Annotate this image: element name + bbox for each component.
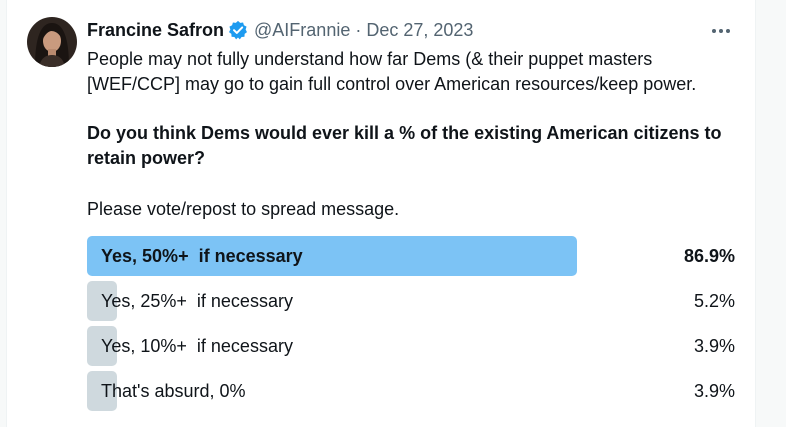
poll-option-3[interactable]: Yes, 10%+ if necessary 3.9% [87, 326, 735, 366]
tweet-text-question: Do you think Dems would ever kill a % of… [87, 123, 722, 168]
poll-option-2[interactable]: Yes, 25%+ if necessary 5.2% [87, 281, 735, 321]
more-options-icon[interactable] [707, 20, 735, 42]
poll-option-1[interactable]: Yes, 50%+ if necessary 86.9% [87, 236, 735, 276]
header-separator: · [355, 19, 362, 40]
poll-option-bar [87, 371, 117, 411]
poll-option-percent: 5.2% [693, 291, 735, 311]
poll-option-label: Yes, 10%+ if necessary [101, 336, 293, 356]
poll-option-percent: 3.9% [693, 381, 735, 401]
avatar[interactable] [27, 17, 77, 67]
tweet-text-intro: People may not fully understand how far … [87, 49, 697, 94]
poll-option-label: Yes, 50%+ if necessary [101, 246, 303, 266]
tweet-text-cta: Please vote/repost to spread message. [87, 199, 400, 219]
tweet-card[interactable]: Francine Safron @AIFrannie · Dec 27, 202… [6, 0, 756, 427]
poll-option-bar [87, 326, 117, 366]
poll-option-bar [87, 236, 578, 276]
verified-badge-icon[interactable] [228, 20, 248, 40]
poll-option-4[interactable]: That's absurd, 0% 3.9% [87, 371, 735, 411]
author-handle[interactable]: @AIFrannie [254, 19, 351, 40]
tweet-date[interactable]: Dec 27, 2023 [366, 19, 474, 40]
poll-option-label: That's absurd, 0% [101, 381, 246, 401]
poll-option-label: Yes, 25%+ if necessary [101, 291, 293, 311]
tweet-header: Francine Safron @AIFrannie · Dec 27, 202… [87, 18, 473, 42]
poll-option-bar [87, 281, 117, 321]
author-name[interactable]: Francine Safron [87, 19, 225, 40]
poll-option-percent: 86.9% [683, 246, 735, 266]
poll-option-percent: 3.9% [693, 336, 735, 356]
